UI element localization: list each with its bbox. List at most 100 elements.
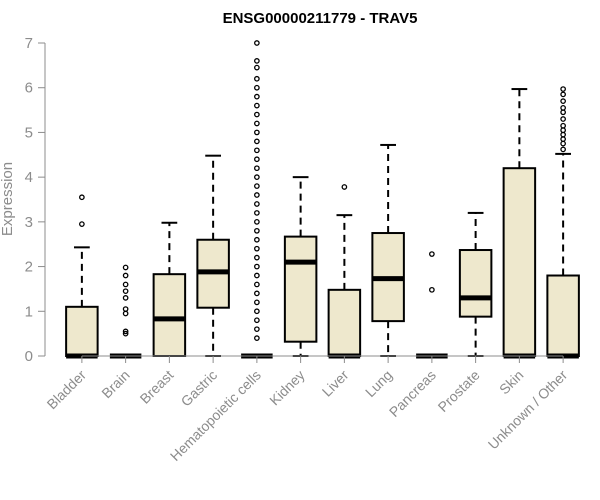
outlier-point (122, 281, 129, 288)
boxes-group (65, 40, 580, 359)
y-tick-label: 0 (25, 348, 33, 365)
outlier-point (254, 290, 260, 297)
box-unknown-other (546, 86, 580, 359)
outlier-point (560, 146, 566, 153)
box-iqr (502, 167, 537, 357)
outlier-point (560, 104, 566, 111)
outlier-point (254, 263, 260, 270)
outlier-point (254, 84, 260, 91)
outlier-point (254, 317, 260, 324)
box-iqr (65, 305, 99, 358)
outlier-point (254, 64, 260, 71)
y-tick-label: 5 (25, 124, 33, 141)
outlier-point (254, 129, 260, 136)
outlier-point (429, 286, 435, 293)
outlier-point (79, 221, 85, 227)
outlier-point (122, 330, 129, 337)
outlier-point (560, 86, 566, 92)
y-axis-label: Expression (0, 162, 16, 236)
box-hematopoietic-cells (241, 40, 273, 359)
outlier-point (560, 127, 566, 134)
box-skin (502, 88, 537, 359)
outlier-point (560, 122, 566, 129)
box-breast (152, 221, 187, 357)
outlier-point (254, 326, 260, 333)
y-tick-label: 2 (25, 259, 33, 276)
outlier-point (254, 120, 260, 127)
outlier-point (560, 131, 566, 138)
x-tick-label: Skin (496, 367, 527, 398)
outlier-point (341, 184, 348, 190)
outlier-point (122, 328, 129, 335)
x-tick-label: Unknown / Other (485, 367, 571, 453)
y-tick-label: 4 (25, 169, 33, 186)
x-tick-label: Bladder (44, 367, 90, 413)
y-tick-label: 1 (25, 303, 33, 320)
box-iqr (458, 249, 493, 318)
outlier-point (560, 116, 566, 122)
x-tick-label: Gastric (178, 367, 221, 410)
chart-title: ENSG00000211779 - TRAV5 (223, 10, 418, 27)
box-iqr (152, 273, 187, 357)
outlier-point (79, 194, 85, 201)
box-pancreas (416, 251, 448, 359)
outlier-point (122, 264, 129, 271)
outlier-point (254, 201, 260, 207)
x-tick-label: Lung (362, 367, 395, 400)
box-iqr (546, 274, 580, 357)
outlier-point (254, 219, 260, 225)
y-axis: 0 1 2 3 4 5 6 7 (25, 35, 46, 365)
box-iqr (283, 235, 318, 343)
outlier-point (254, 111, 260, 118)
box-gastric (196, 154, 230, 357)
box-iqr (327, 288, 362, 357)
outlier-point (122, 306, 129, 312)
outlier-point (254, 138, 260, 145)
x-tick-label: Liver (319, 367, 352, 400)
outlier-point (254, 102, 260, 109)
box-bladder (65, 194, 99, 359)
outlier-point (254, 165, 260, 172)
outlier-point (254, 245, 260, 252)
box-liver (327, 184, 362, 359)
outlier-point (254, 174, 260, 180)
outlier-point (122, 295, 129, 301)
outlier-point (254, 308, 260, 315)
outlier-point (254, 183, 260, 189)
x-tick-label: Kidney (266, 367, 308, 409)
x-tick-label: Prostate (435, 367, 483, 415)
box-kidney (283, 176, 318, 357)
outlier-point (254, 192, 260, 198)
y-tick-label: 6 (25, 80, 33, 97)
outlier-point (254, 281, 260, 288)
x-tick-label: Breast (137, 367, 177, 407)
outlier-point (254, 210, 260, 216)
y-tick-label: 7 (25, 35, 33, 52)
box-brain (109, 264, 142, 359)
outlier-point (254, 335, 260, 341)
box-lung (371, 143, 405, 357)
outlier-point (254, 272, 260, 279)
x-tick-label: Brain (98, 367, 132, 401)
outlier-point (254, 40, 260, 46)
outlier-point (122, 310, 129, 317)
outlier-point (254, 147, 260, 154)
outlier-point (560, 140, 566, 147)
box-prostate (458, 211, 493, 357)
outlier-point (254, 75, 260, 82)
outlier-point (254, 236, 260, 243)
outlier-point (122, 288, 129, 295)
outlier-point (254, 227, 260, 234)
outlier-point (254, 93, 260, 100)
outlier-point (122, 272, 129, 279)
outlier-point (560, 91, 566, 98)
x-tick-label: Pancreas (386, 367, 439, 420)
y-tick-label: 3 (25, 214, 33, 231)
outlier-point (429, 251, 435, 257)
outlier-point (560, 136, 566, 142)
outlier-point (254, 58, 260, 64)
outlier-point (254, 254, 260, 261)
outlier-point (560, 98, 566, 104)
